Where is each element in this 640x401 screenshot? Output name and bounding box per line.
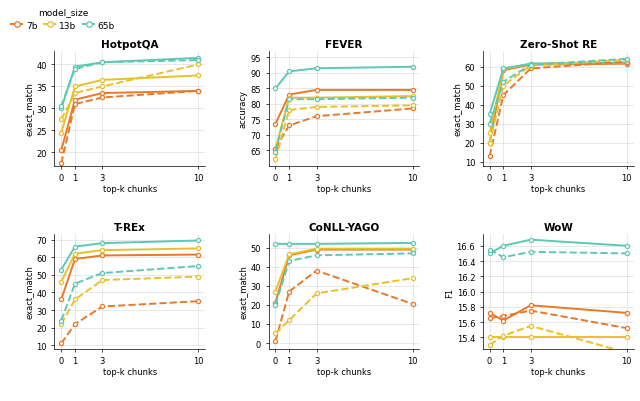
X-axis label: top-k chunks: top-k chunks	[317, 367, 371, 376]
Y-axis label: exact_match: exact_match	[24, 265, 33, 319]
Y-axis label: exact_match: exact_match	[239, 265, 248, 319]
X-axis label: top-k chunks: top-k chunks	[317, 184, 371, 193]
Y-axis label: F1: F1	[445, 287, 454, 297]
X-axis label: top-k chunks: top-k chunks	[531, 184, 586, 193]
Title: WoW: WoW	[543, 223, 573, 233]
Title: T-REx: T-REx	[114, 223, 146, 233]
Title: CoNLL-YAGO: CoNLL-YAGO	[308, 223, 380, 233]
Y-axis label: exact_match: exact_match	[24, 82, 33, 136]
X-axis label: top-k chunks: top-k chunks	[102, 184, 157, 193]
Title: FEVER: FEVER	[325, 40, 363, 50]
Title: HotpotQA: HotpotQA	[101, 40, 159, 50]
X-axis label: top-k chunks: top-k chunks	[102, 367, 157, 376]
Legend: 7b, 13b, 65b: 7b, 13b, 65b	[8, 4, 118, 34]
X-axis label: top-k chunks: top-k chunks	[531, 367, 586, 376]
Title: Zero-Shot RE: Zero-Shot RE	[520, 40, 597, 50]
Y-axis label: accuracy: accuracy	[239, 90, 248, 128]
Y-axis label: exact_match: exact_match	[452, 82, 461, 136]
